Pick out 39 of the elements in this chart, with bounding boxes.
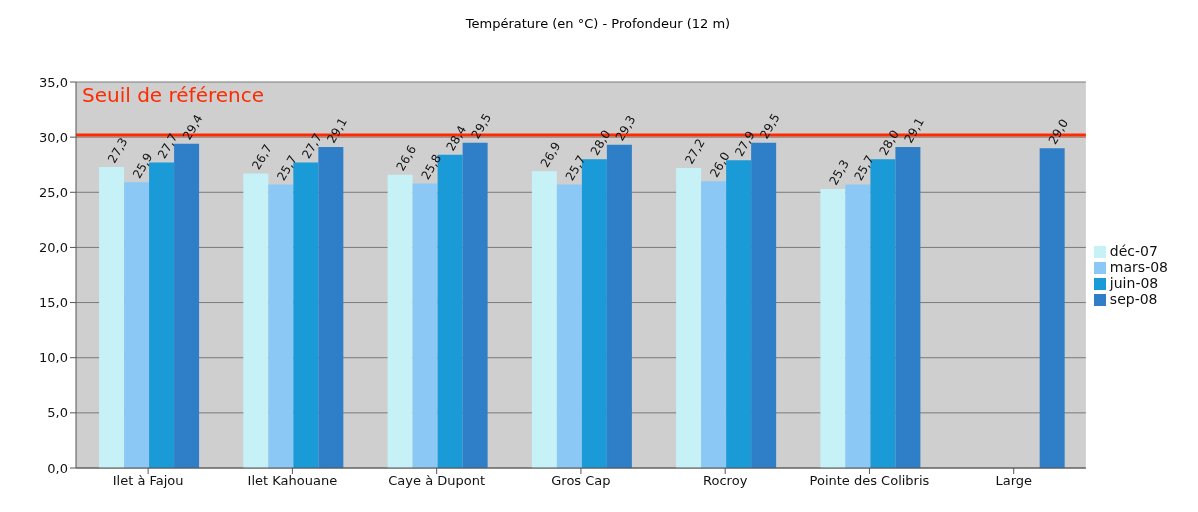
x-tick-label: Large [995,473,1033,489]
bar [243,173,269,468]
bar [293,162,319,468]
y-tick-label: 30,0 [39,129,68,145]
bar [531,171,557,468]
bar [318,147,344,468]
y-tick-label: 0,0 [47,460,68,476]
bar [124,182,150,468]
legend-label: sep-08 [1109,291,1158,307]
bar [387,174,413,468]
y-tick-label: 35,0 [39,74,68,90]
x-tick-label: Ilet à Fajou [112,473,184,489]
x-tick-label: Ilet Kahouane [247,473,338,489]
bar [676,168,702,468]
bar [99,166,125,468]
bar [149,162,175,468]
x-tick-label: Gros Cap [551,473,611,489]
bar [174,143,200,468]
bar [556,184,582,468]
bar [268,184,294,468]
y-tick-label: 15,0 [39,295,68,311]
y-tick-label: 10,0 [39,350,68,366]
y-tick-label: 5,0 [47,405,68,421]
y-tick-label: 20,0 [39,240,68,256]
bar [870,159,896,468]
bar [1039,148,1065,468]
chart-title: Température (en °C) - Profondeur (12 m) [464,15,732,33]
bar [412,183,438,468]
legend-label: déc-07 [1109,243,1158,259]
bar [701,181,727,468]
x-tick-label: Caye à Dupont [388,473,486,489]
legend-label: juin-08 [1109,275,1159,291]
x-tick-label: Rocroy [703,473,748,489]
bar [820,188,846,468]
legend-label: mars-08 [1109,259,1168,275]
bar [845,184,871,468]
x-tick-label: Pointe des Colibris [809,473,930,489]
ref-line-label: Seuil de référence [82,82,265,107]
y-tick-label: 25,0 [39,184,68,200]
